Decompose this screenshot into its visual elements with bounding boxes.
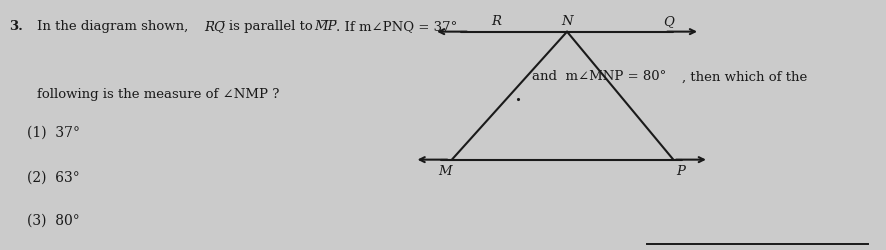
Text: P: P [676,164,685,177]
Text: (1)  37°: (1) 37° [27,125,80,139]
Text: M: M [438,164,452,177]
Text: (3)  80°: (3) 80° [27,212,80,226]
Text: and  m∠MNP = 80°: and m∠MNP = 80° [532,70,666,83]
Text: In the diagram shown,: In the diagram shown, [37,20,189,33]
Text: Q: Q [664,15,674,28]
Text: 3.: 3. [9,20,23,33]
Text: is parallel to: is parallel to [229,20,313,33]
Text: (2)  63°: (2) 63° [27,170,80,184]
Text: . If m∠PNQ = 37°: . If m∠PNQ = 37° [336,20,457,33]
Text: N: N [561,15,573,28]
Text: R̅Q̅: R̅Q̅ [204,20,225,33]
Text: M̅P̅: M̅P̅ [315,20,337,33]
Text: R: R [491,15,501,28]
Text: , then which of the: , then which of the [682,70,807,83]
Text: following is the measure of ∠NMP ?: following is the measure of ∠NMP ? [37,88,280,101]
